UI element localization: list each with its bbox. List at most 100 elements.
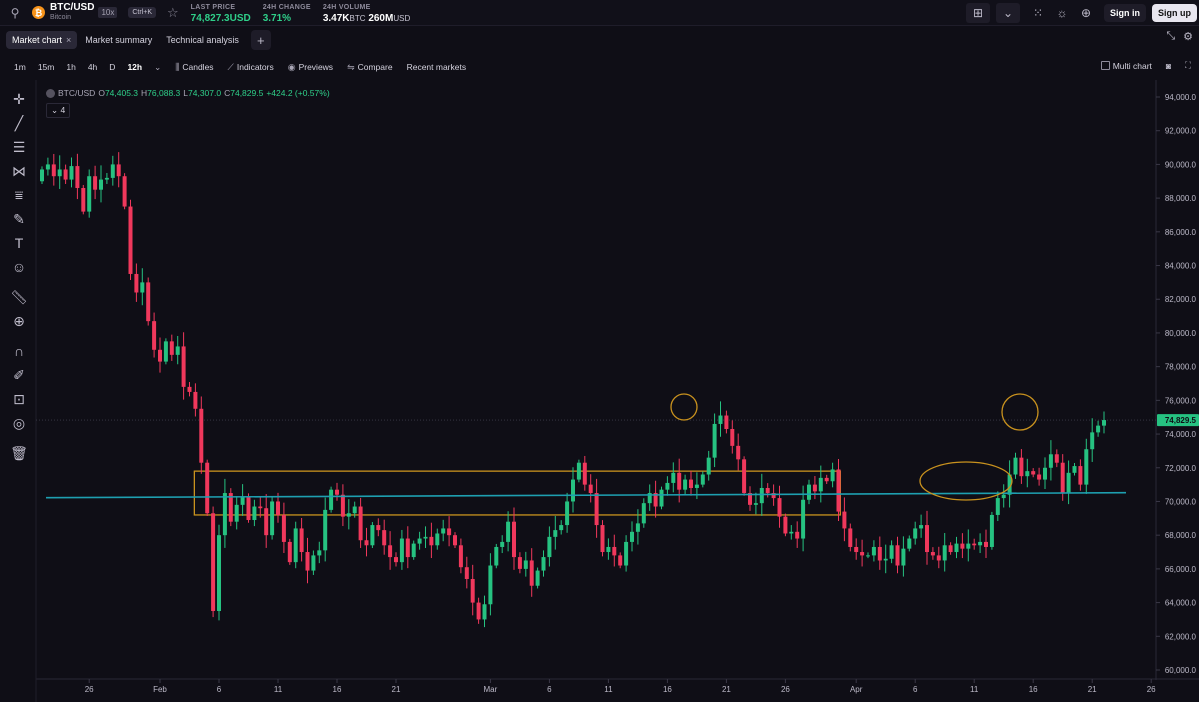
- x-tick-label: 6: [547, 685, 552, 694]
- change-label: 24H CHANGE: [262, 3, 311, 11]
- candle-body: [488, 565, 493, 605]
- favorite-star-icon[interactable]: ☆: [167, 4, 179, 20]
- candle-body: [748, 493, 752, 505]
- zoom-in-icon[interactable]: ⊕: [13, 312, 25, 329]
- candle-body: [1007, 474, 1012, 495]
- legend-low: L74,307.0: [183, 88, 221, 98]
- previews-button[interactable]: ◉ Previews: [288, 62, 333, 73]
- candle-body: [122, 176, 127, 207]
- candle-body: [163, 341, 168, 362]
- timeframe-15m[interactable]: 15m: [37, 62, 55, 72]
- lock-icon[interactable]: ⊡: [13, 390, 25, 407]
- indicator-count-toggle[interactable]: ⌄ 4: [46, 103, 71, 118]
- apps-grid-icon[interactable]: ⁙: [1032, 6, 1044, 20]
- layout-grid-icon[interactable]: ⊞: [966, 3, 990, 23]
- language-globe-icon[interactable]: ⊕: [1080, 6, 1092, 20]
- chevron-down-icon[interactable]: ⌄: [996, 3, 1020, 23]
- close-tab-icon[interactable]: ×: [66, 35, 72, 45]
- candle-body: [364, 540, 369, 546]
- candle-body: [246, 496, 251, 521]
- candle-body: [877, 546, 882, 561]
- text-icon[interactable]: T: [14, 235, 24, 251]
- theme-sun-icon[interactable]: ☼: [1056, 6, 1068, 20]
- candle-body: [517, 557, 522, 569]
- candle-body: [618, 555, 623, 566]
- candle-body: [712, 423, 717, 458]
- candle-body: [411, 543, 416, 558]
- collapse-icon[interactable]: ⤡: [1166, 30, 1176, 42]
- y-tick-label: 78,000.0: [1165, 363, 1197, 372]
- candle-body: [571, 479, 575, 502]
- ruler-icon[interactable]: 📏︎: [10, 288, 28, 305]
- eye-icon: ◉: [287, 61, 296, 72]
- multi-chart-label: Multi chart: [1112, 60, 1152, 71]
- sign-in-button[interactable]: Sign in: [1104, 4, 1146, 22]
- candle-body: [399, 538, 404, 563]
- price-chart[interactable]: 74,829.5 60,000.0 62,000.0 64,000.0 66,000.…: [0, 80, 1199, 702]
- fib-icon[interactable]: ⩸: [14, 186, 24, 203]
- trendline-icon[interactable]: ╱: [14, 114, 24, 131]
- multi-chart-toggle[interactable]: Multi chart: [1100, 60, 1152, 71]
- candle-body: [966, 543, 971, 549]
- crosshair-icon[interactable]: ✛: [13, 90, 25, 107]
- candle-body: [293, 528, 298, 563]
- candle-body: [152, 321, 157, 350]
- candle-body: [1054, 454, 1059, 463]
- camera-icon[interactable]: ◙: [1165, 60, 1172, 71]
- candles-button[interactable]: ⫼ Candles: [175, 62, 213, 73]
- candle-body: [535, 570, 540, 586]
- search-icon[interactable]: ⚲: [10, 5, 20, 20]
- candle-body: [506, 521, 511, 542]
- compare-button[interactable]: ⇋ Compare: [347, 62, 393, 73]
- add-tab-button[interactable]: +: [250, 30, 271, 50]
- candle-body: [500, 541, 505, 547]
- emoji-icon[interactable]: ☺: [11, 259, 27, 275]
- chart-background: [36, 80, 1199, 702]
- tab-market-chart[interactable]: Market chart ×: [6, 31, 78, 49]
- candle-body: [405, 538, 410, 558]
- timeframe-1h[interactable]: 1h: [66, 62, 76, 72]
- candle-body: [1102, 420, 1106, 426]
- timeframe-4h[interactable]: 4h: [87, 62, 98, 72]
- indicators-button[interactable]: ⟋ Indicators: [228, 62, 274, 73]
- lock-drawing-icon[interactable]: ✐: [13, 366, 25, 383]
- x-tick-label: 16: [333, 685, 342, 694]
- volume-usd: 260M: [368, 12, 394, 24]
- sign-up-button[interactable]: Sign up: [1152, 4, 1197, 22]
- timeframe-d[interactable]: D: [109, 62, 116, 72]
- consolidation-ellipse: [919, 461, 1013, 501]
- candle-body: [1060, 462, 1065, 494]
- candle-body: [435, 533, 440, 546]
- timeframe-dropdown-icon[interactable]: ⌄: [154, 61, 162, 72]
- x-tick-label: 21: [392, 685, 401, 694]
- y-tick-label: 76,000.0: [1165, 396, 1197, 405]
- candle-body: [346, 513, 351, 517]
- candle-body: [635, 523, 640, 532]
- candle-body: [789, 531, 794, 534]
- x-tick-label: Apr: [850, 685, 863, 694]
- fullscreen-icon[interactable]: ⛶: [1185, 60, 1191, 70]
- multi-chart-checkbox[interactable]: [1100, 60, 1110, 70]
- pair-selector[interactable]: BTC/USD Bitcoin: [50, 2, 94, 23]
- candle-body: [376, 525, 381, 531]
- candle-body: [317, 550, 322, 556]
- candle-body: [960, 543, 965, 549]
- candle-body: [742, 459, 747, 494]
- settings-sliders-icon[interactable]: ⚙: [1183, 31, 1193, 43]
- leverage-badge: 10x: [98, 7, 118, 18]
- timeframe-12h[interactable]: 12h: [127, 62, 143, 72]
- tab-market-summary[interactable]: Market summary: [85, 35, 153, 45]
- pattern-icon[interactable]: ⋈: [12, 162, 26, 179]
- recent-markets-button[interactable]: Recent markets: [406, 62, 467, 72]
- candle-body: [824, 477, 829, 482]
- magnet-icon[interactable]: ∩: [13, 343, 25, 359]
- horizontal-lines-icon[interactable]: ☰: [12, 138, 26, 155]
- tab-technical-analysis[interactable]: Technical analysis: [166, 35, 239, 45]
- timeframe-1m[interactable]: 1m: [14, 62, 26, 72]
- x-tick-label: Feb: [153, 685, 167, 694]
- candle-body: [553, 530, 558, 537]
- trash-icon[interactable]: 🗑︎: [10, 444, 28, 461]
- visibility-eye-icon[interactable]: ◎: [12, 414, 26, 431]
- legend-high-value: 76,088.3: [147, 88, 181, 98]
- brush-icon[interactable]: ✎: [13, 210, 25, 227]
